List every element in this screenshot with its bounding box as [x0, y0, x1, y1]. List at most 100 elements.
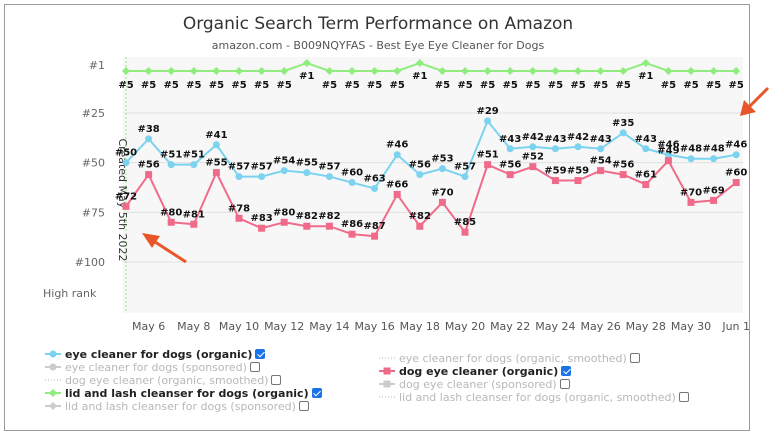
data-point[interactable] [371, 184, 379, 192]
legend-checkbox[interactable] [298, 401, 309, 411]
legend-item[interactable]: lid and lash cleanser for dogs (sponsore… [45, 399, 309, 413]
data-point[interactable] [144, 67, 153, 75]
data-point[interactable] [461, 228, 469, 236]
data-point[interactable] [461, 67, 469, 75]
data-point[interactable] [619, 67, 628, 75]
data-point[interactable] [370, 67, 379, 75]
data-point[interactable] [393, 67, 402, 75]
data-point[interactable] [641, 59, 650, 67]
data-point[interactable] [710, 196, 718, 204]
data-point[interactable] [687, 198, 695, 206]
data-point[interactable] [325, 222, 333, 230]
data-point[interactable] [189, 67, 198, 75]
data-point[interactable] [393, 190, 401, 198]
data-point[interactable] [619, 171, 627, 179]
data-point[interactable] [529, 163, 537, 171]
data-point[interactable] [371, 232, 379, 240]
data-point[interactable] [167, 161, 175, 169]
data-point[interactable] [212, 67, 221, 75]
legend-item[interactable]: dog eye cleaner (organic, smoothed) [45, 373, 282, 387]
data-point[interactable] [709, 67, 718, 75]
data-point[interactable] [145, 171, 153, 179]
data-point[interactable] [574, 143, 582, 151]
data-point[interactable] [551, 67, 560, 75]
data-point[interactable] [551, 145, 559, 153]
data-point[interactable] [438, 198, 446, 206]
data-point[interactable] [348, 67, 356, 75]
legend-checkbox[interactable] [271, 375, 282, 385]
data-point[interactable] [325, 173, 333, 181]
data-point[interactable] [642, 181, 650, 189]
data-point[interactable] [551, 177, 559, 185]
data-point[interactable] [574, 67, 582, 75]
data-point[interactable] [303, 222, 311, 230]
data-point[interactable] [416, 171, 424, 179]
data-point[interactable] [664, 67, 673, 75]
data-point[interactable] [212, 169, 220, 177]
legend-checkbox[interactable] [629, 353, 640, 363]
legend-item[interactable]: eye cleaner for dogs (organic, smoothed) [379, 351, 640, 365]
data-point[interactable] [483, 67, 492, 75]
data-point[interactable] [664, 157, 672, 165]
legend-item[interactable]: eye cleaner for dogs (organic) [45, 347, 266, 361]
data-point[interactable] [528, 67, 537, 75]
data-point[interactable] [597, 167, 605, 175]
legend-checkbox[interactable] [678, 392, 689, 402]
data-point[interactable] [710, 155, 718, 163]
data-point[interactable] [416, 222, 424, 230]
data-point[interactable] [393, 151, 401, 159]
data-point[interactable] [348, 230, 356, 238]
data-point[interactable] [122, 67, 130, 75]
legend-checkbox[interactable] [311, 388, 322, 398]
data-point[interactable] [574, 177, 582, 185]
data-point[interactable] [438, 67, 447, 75]
legend-item[interactable]: lid and lash cleanser for dogs (organic,… [379, 390, 689, 404]
legend-checkbox[interactable] [255, 349, 266, 359]
data-point[interactable] [596, 67, 605, 75]
data-point[interactable] [303, 169, 311, 177]
data-point[interactable] [348, 179, 356, 187]
data-point[interactable] [687, 67, 695, 75]
data-point[interactable] [484, 117, 492, 125]
data-point[interactable] [415, 59, 424, 67]
data-point[interactable] [664, 151, 672, 159]
legend-item[interactable]: eye cleaner for dogs (sponsored) [45, 360, 260, 374]
data-point[interactable] [642, 145, 650, 153]
data-point[interactable] [145, 135, 153, 143]
legend-checkbox[interactable] [559, 379, 570, 389]
data-point[interactable] [257, 67, 266, 75]
data-point[interactable] [258, 173, 266, 181]
legend-item[interactable]: dog eye cleaner (sponsored) [379, 377, 570, 391]
data-point[interactable] [235, 173, 243, 181]
data-point[interactable] [190, 161, 198, 169]
data-point[interactable] [687, 155, 695, 163]
data-point[interactable] [461, 173, 469, 181]
data-point[interactable] [258, 224, 266, 232]
data-point[interactable] [597, 145, 605, 153]
data-point[interactable] [506, 67, 515, 75]
legend-item[interactable]: dog eye cleaner (organic) [379, 364, 572, 378]
data-point[interactable] [122, 159, 130, 167]
data-point[interactable] [280, 218, 288, 226]
legend-checkbox[interactable] [561, 366, 572, 376]
legend-checkbox[interactable] [249, 362, 260, 372]
data-point[interactable] [438, 165, 446, 173]
data-point[interactable] [280, 167, 288, 175]
data-point[interactable] [732, 151, 740, 159]
data-point[interactable] [506, 171, 514, 179]
data-point[interactable] [484, 161, 492, 169]
data-point[interactable] [235, 67, 243, 75]
legend-item[interactable]: lid and lash cleanser for dogs (organic) [45, 386, 322, 400]
data-point[interactable] [167, 67, 176, 75]
data-point[interactable] [619, 129, 627, 137]
data-point[interactable] [529, 143, 537, 151]
data-point[interactable] [122, 202, 130, 210]
data-point[interactable] [235, 214, 243, 222]
data-point[interactable] [167, 218, 175, 226]
data-point[interactable] [212, 141, 220, 149]
data-point[interactable] [302, 59, 311, 67]
data-point[interactable] [280, 67, 289, 75]
data-point[interactable] [732, 67, 741, 75]
data-point[interactable] [325, 67, 334, 75]
data-point[interactable] [190, 220, 198, 228]
